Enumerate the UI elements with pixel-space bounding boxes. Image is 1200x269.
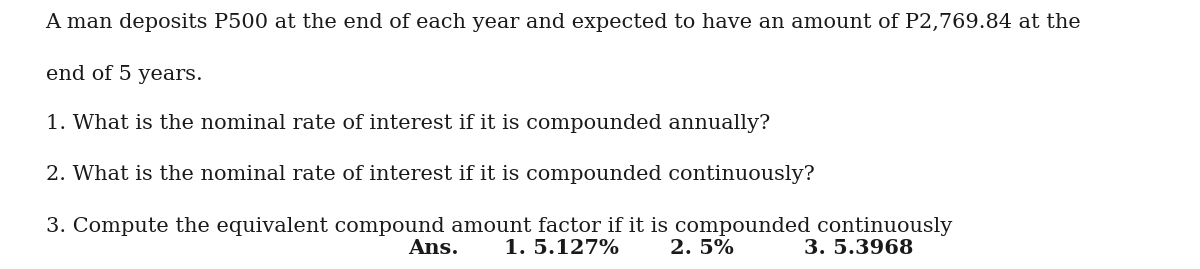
Text: end of 5 years.: end of 5 years.: [46, 65, 203, 84]
Text: 1. 5.127%: 1. 5.127%: [504, 238, 619, 258]
Text: 3. Compute the equivalent compound amount factor if it is compounded continuousl: 3. Compute the equivalent compound amoun…: [46, 217, 952, 236]
Text: 2. 5%: 2. 5%: [670, 238, 733, 258]
Text: Ans.: Ans.: [408, 238, 458, 258]
Text: A man deposits P500 at the end of each year and expected to have an amount of P2: A man deposits P500 at the end of each y…: [46, 13, 1081, 33]
Text: 3. 5.3968: 3. 5.3968: [804, 238, 913, 258]
Text: 2. What is the nominal rate of interest if it is compounded continuously?: 2. What is the nominal rate of interest …: [46, 165, 815, 185]
Text: 1. What is the nominal rate of interest if it is compounded annually?: 1. What is the nominal rate of interest …: [46, 114, 770, 133]
